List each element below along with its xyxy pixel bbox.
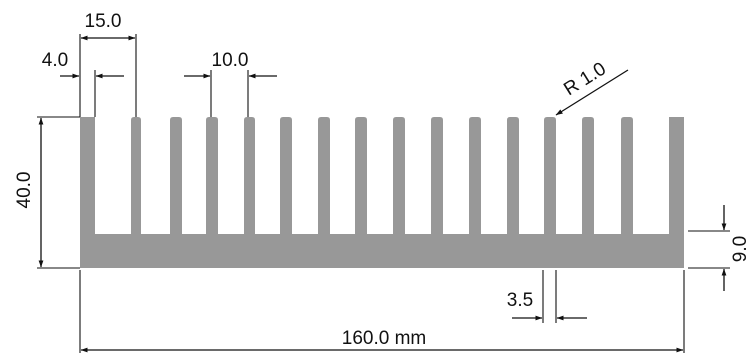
base-thickness-label: 9.0 — [730, 236, 751, 262]
base-thickness-dimension: 9.0 — [688, 205, 751, 291]
outer-fin-thickness-label: 4.0 — [42, 50, 68, 71]
fin-radius-callout: R 1.0 — [555, 58, 629, 116]
outer-fin-thickness-dimension: 4.0 — [42, 50, 124, 117]
height-dimension: 40.0 — [14, 116, 80, 269]
height-label: 40.0 — [14, 172, 35, 209]
outer-pitch-label: 15.0 — [85, 11, 122, 32]
fin-pitch-label: 10.0 — [212, 50, 249, 71]
fin-radius-label: R 1.0 — [560, 58, 610, 100]
overall-width-dimension: 160.0 mm — [79, 270, 685, 353]
outer-pitch-dimension: 15.0 — [79, 11, 137, 117]
inner-fin-thickness-label: 3.5 — [507, 290, 533, 311]
overall-width-label: 160.0 mm — [342, 328, 426, 349]
fin-pitch-dimension: 10.0 — [184, 50, 277, 117]
inner-fin-thickness-dimension: 3.5 — [507, 270, 587, 323]
heatsink-profile — [80, 117, 684, 268]
